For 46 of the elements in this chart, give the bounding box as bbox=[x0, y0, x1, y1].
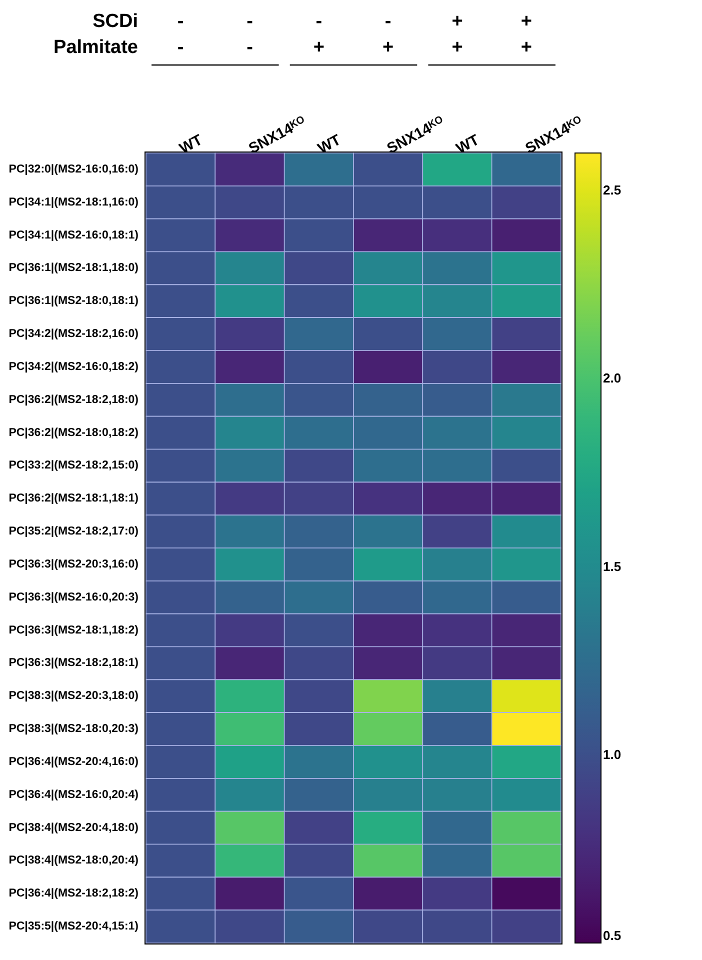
y-tick-label: PC|38:3|(MS2-20:3,18:0) bbox=[8, 690, 139, 702]
y-tick-label: PC|32:0|(MS2-16:0,16:0) bbox=[8, 163, 139, 176]
y-tick-label: PC|33:2|(MS2-18:2,15:0) bbox=[8, 460, 139, 472]
text: + bbox=[313, 37, 324, 58]
text: Palmitate bbox=[54, 37, 138, 58]
y-tick-label: PC|36:3|(MS2-18:1,18:2) bbox=[8, 624, 139, 636]
text: + bbox=[382, 37, 394, 58]
y-tick-label: PC|36:3|(MS2-16:0,20:3) bbox=[8, 591, 139, 604]
y-tick-label: PC|36:3|(MS2-20:3,16:0) bbox=[8, 558, 139, 570]
text: - bbox=[316, 11, 322, 32]
color-bar-label: 2.5 bbox=[603, 182, 622, 198]
y-tick-label: PC|35:2|(MS2-18:2,17:0) bbox=[8, 526, 139, 538]
y-tick-label: PC|36:2|(MS2-18:1,18:1) bbox=[8, 492, 139, 505]
color-bar-label: 0.5 bbox=[603, 928, 622, 943]
y-tick-label: PC|38:4|(MS2-20:4,18:0) bbox=[8, 822, 139, 834]
color-bar-label: 1.0 bbox=[603, 746, 622, 762]
text: - bbox=[384, 11, 392, 32]
x-tick-label: WT bbox=[176, 131, 206, 158]
y-tick-label: PC|34:2|(MS2-16:0,18:2) bbox=[8, 360, 139, 373]
y-tick-label: PC|38:3|(MS2-18:0,20:3) bbox=[8, 723, 139, 736]
text: - bbox=[246, 11, 253, 32]
text: SCDi bbox=[92, 11, 138, 32]
text: - bbox=[246, 37, 253, 58]
y-tick-label: PC|38:4|(MS2-18:0,20:4) bbox=[8, 854, 139, 867]
text: + bbox=[520, 11, 532, 32]
color-bar-label: 2.0 bbox=[603, 370, 622, 386]
y-tick-label: PC|36:1|(MS2-18:1,18:0) bbox=[8, 262, 139, 274]
text: - bbox=[177, 37, 184, 58]
text: - bbox=[177, 11, 184, 32]
x-tick-label: WT bbox=[453, 131, 482, 158]
y-tick-label: PC|36:4|(MS2-20:4,16:0) bbox=[8, 756, 139, 768]
y-tick-label: PC|36:2|(MS2-18:0,18:2) bbox=[8, 426, 139, 439]
y-tick-label: PC|36:1|(MS2-18:0,18:1) bbox=[8, 295, 139, 308]
y-tick-label: PC|34:1|(MS2-16:0,18:1) bbox=[8, 229, 139, 242]
y-tick-label: PC|34:1|(MS2-18:1,16:0) bbox=[8, 196, 139, 208]
text: + bbox=[520, 37, 532, 58]
y-tick-label: PC|36:3|(MS2-18:2,18:1) bbox=[8, 657, 139, 670]
y-tick-label: PC|36:4|(MS2-16:0,20:4) bbox=[8, 788, 139, 801]
y-tick-label: PC|34:2|(MS2-18:2,16:0) bbox=[8, 328, 139, 340]
y-tick-label: PC|35:5|(MS2-20:4,15:1) bbox=[8, 920, 139, 933]
text: + bbox=[452, 11, 463, 32]
text: + bbox=[452, 37, 463, 58]
y-tick-label: PC|36:2|(MS2-18:2,18:0) bbox=[8, 394, 139, 406]
y-tick-label: PC|36:4|(MS2-18:2,18:2) bbox=[8, 888, 139, 900]
x-tick-label: WT bbox=[315, 131, 344, 158]
color-bar-label: 1.5 bbox=[603, 558, 622, 574]
